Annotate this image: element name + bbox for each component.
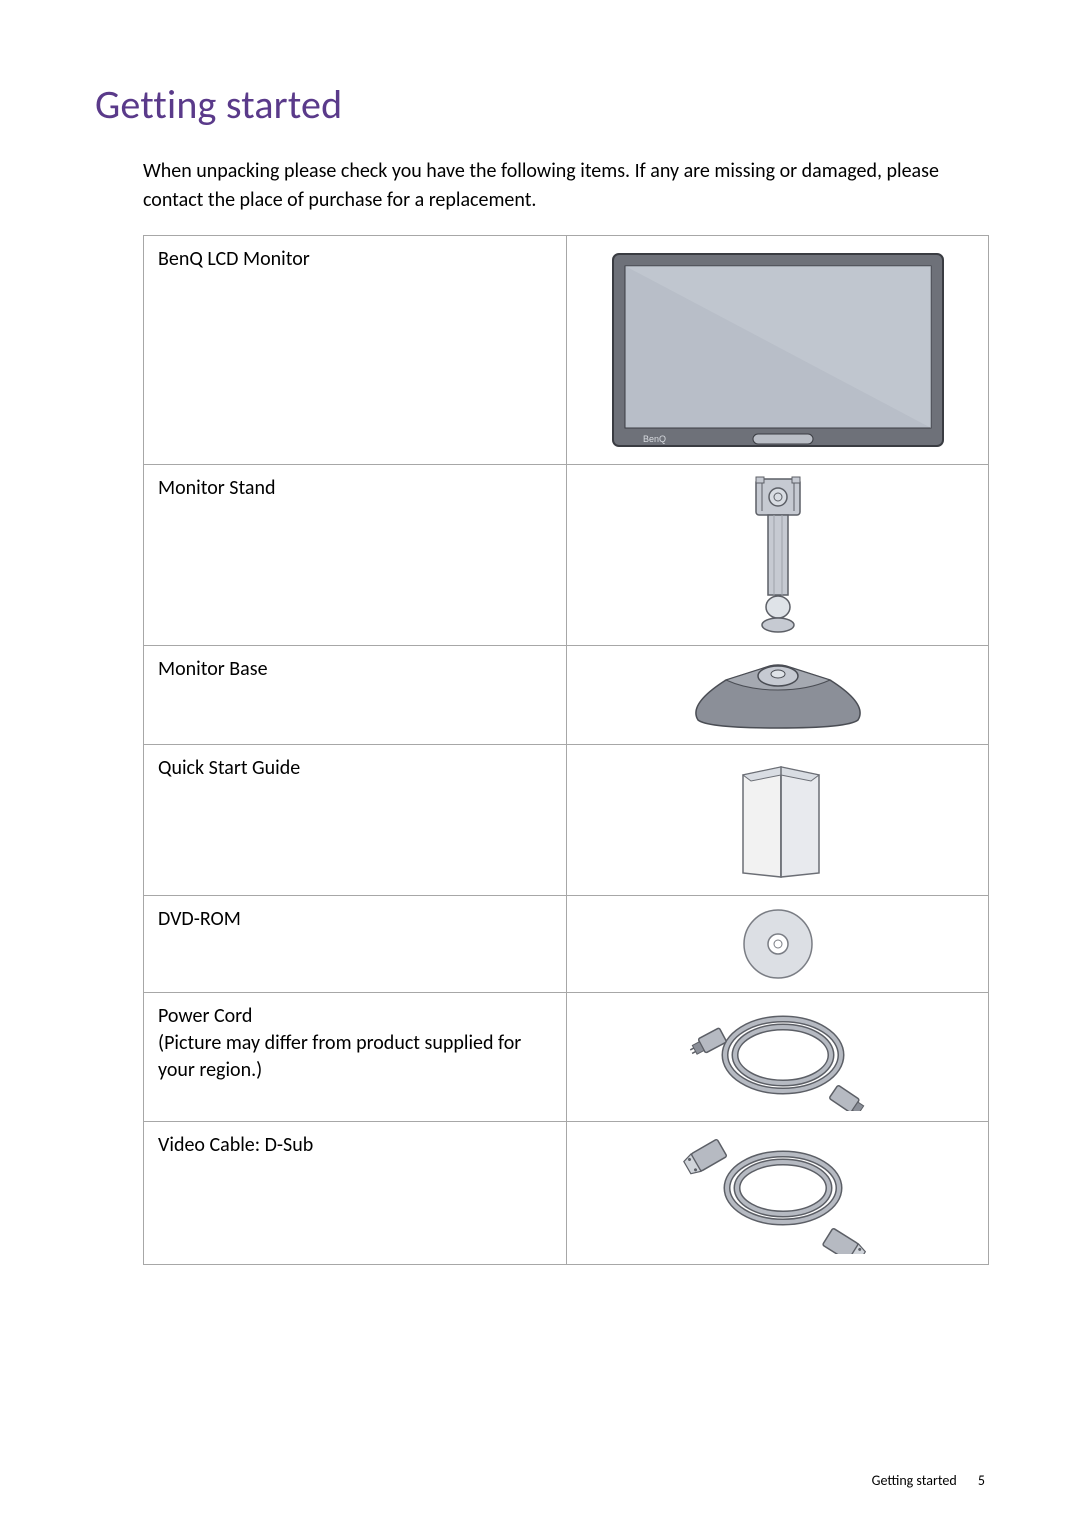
table-row: BenQ LCD Monitor BenQ xyxy=(144,236,989,465)
item-image-cell xyxy=(566,745,989,896)
item-label-cell: Video Cable: D-Sub xyxy=(144,1122,567,1265)
item-image-cell xyxy=(566,646,989,745)
svg-text:BenQ: BenQ xyxy=(643,434,666,444)
table-row: Video Cable: D-Sub xyxy=(144,1122,989,1265)
dsub-illustration xyxy=(673,1132,883,1254)
powercord-illustration xyxy=(678,1003,878,1111)
page-footer: Getting started 5 xyxy=(872,1472,985,1489)
footer-page-number: 5 xyxy=(978,1472,985,1489)
item-sublabel: (Picture may differ from product supplie… xyxy=(158,1031,521,1082)
item-label: Quick Start Guide xyxy=(158,756,300,780)
page-container: Getting started When unpacking please ch… xyxy=(0,0,1080,1527)
item-label-cell: Power Cord (Picture may differ from prod… xyxy=(144,993,567,1122)
item-label-cell: Monitor Base xyxy=(144,646,567,745)
monitor-illustration: BenQ xyxy=(603,246,953,454)
item-image-cell: BenQ xyxy=(566,236,989,465)
intro-paragraph: When unpacking please check you have the… xyxy=(143,157,985,215)
item-image-cell xyxy=(566,465,989,646)
table-row: Monitor Stand xyxy=(144,465,989,646)
items-table: BenQ LCD Monitor BenQ Monitor Stand xyxy=(143,235,989,1265)
item-image-cell xyxy=(566,1122,989,1265)
item-label: Monitor Base xyxy=(158,657,268,681)
item-label-cell: DVD-ROM xyxy=(144,896,567,993)
item-label: Monitor Stand xyxy=(158,476,276,500)
dvd-illustration xyxy=(738,906,818,982)
item-label: DVD-ROM xyxy=(158,907,241,931)
base-illustration xyxy=(678,656,878,734)
guide-illustration xyxy=(723,755,833,885)
item-label: Video Cable: D-Sub xyxy=(158,1133,313,1157)
item-image-cell xyxy=(566,993,989,1122)
table-row: Monitor Base xyxy=(144,646,989,745)
item-label: Power Cord xyxy=(158,1004,252,1028)
item-label-cell: BenQ LCD Monitor xyxy=(144,236,567,465)
table-row: Quick Start Guide xyxy=(144,745,989,896)
table-row: DVD-ROM xyxy=(144,896,989,993)
page-title: Getting started xyxy=(95,80,985,129)
item-label: BenQ LCD Monitor xyxy=(158,247,310,271)
item-label-cell: Quick Start Guide xyxy=(144,745,567,896)
footer-section: Getting started xyxy=(872,1472,957,1489)
table-row: Power Cord (Picture may differ from prod… xyxy=(144,993,989,1122)
stand-illustration xyxy=(738,475,818,635)
item-label-cell: Monitor Stand xyxy=(144,465,567,646)
item-image-cell xyxy=(566,896,989,993)
